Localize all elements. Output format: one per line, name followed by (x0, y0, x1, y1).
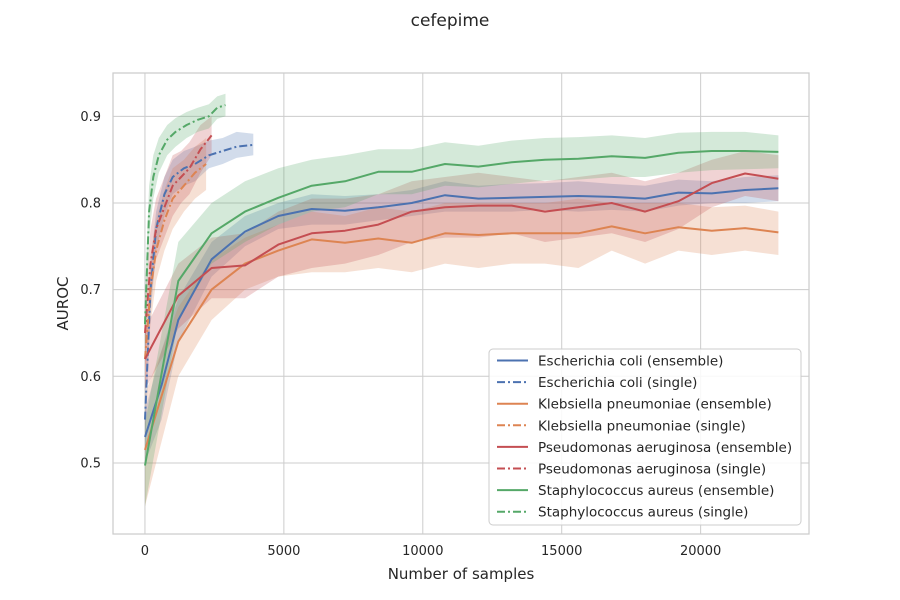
x-tick-label: 20000 (680, 544, 721, 559)
series-band-2 (145, 198, 779, 507)
legend: Escherichia coli (ensemble) Escherichia c… (488, 348, 802, 526)
legend-label-4: Pseudomonas aeruginosa (ensemble) (538, 440, 792, 456)
series-band-5 (145, 116, 212, 368)
y-axis-label: AUROC (54, 277, 72, 331)
series-line-3 (144, 163, 207, 360)
y-tick-label: 0.8 (80, 196, 101, 211)
series-line-1 (144, 143, 254, 420)
series-line-7 (144, 104, 226, 325)
x-axis-label: Number of samples (388, 565, 535, 583)
x-tick-label: 15000 (541, 544, 582, 559)
series-line-6 (144, 150, 779, 466)
legend-label-7: Staphylococcus aureus (single) (538, 505, 748, 521)
y-tick-label: 0.5 (80, 456, 101, 471)
series-lines (144, 104, 779, 466)
series-band-3 (145, 138, 207, 394)
legend-box (488, 348, 802, 526)
grid (113, 73, 809, 534)
series-band-6 (145, 131, 779, 507)
legend-label-6: Staphylococcus aureus (ensemble) (538, 483, 774, 499)
y-tick-label: 0.6 (80, 370, 101, 385)
y-axis-ticks: 0.5 0.6 0.7 0.8 0.9 (80, 110, 101, 472)
x-tick-label: 10000 (402, 544, 443, 559)
chart-title: cefepime (411, 11, 490, 31)
series-line-0 (144, 187, 779, 438)
x-tick-label: 0 (141, 544, 149, 559)
x-tick-label: 5000 (267, 544, 300, 559)
series-line-5 (144, 134, 213, 334)
legend-label-1: Escherichia coli (single) (538, 375, 697, 391)
legend-label-2: Klebsiella pneumoniae (ensemble) (538, 397, 772, 413)
y-tick-label: 0.7 (80, 283, 101, 298)
legend-label-0: Escherichia coli (ensemble) (538, 354, 723, 370)
legend-label-3: Klebsiella pneumoniae (single) (538, 418, 746, 434)
legend-label-5: Pseudomonas aeruginosa (single) (538, 462, 766, 478)
y-tick-label: 0.9 (80, 110, 101, 125)
plot-frame (112, 72, 810, 535)
x-axis-ticks: 0 5000 10000 15000 20000 (141, 544, 722, 559)
series-line-4 (144, 172, 779, 360)
